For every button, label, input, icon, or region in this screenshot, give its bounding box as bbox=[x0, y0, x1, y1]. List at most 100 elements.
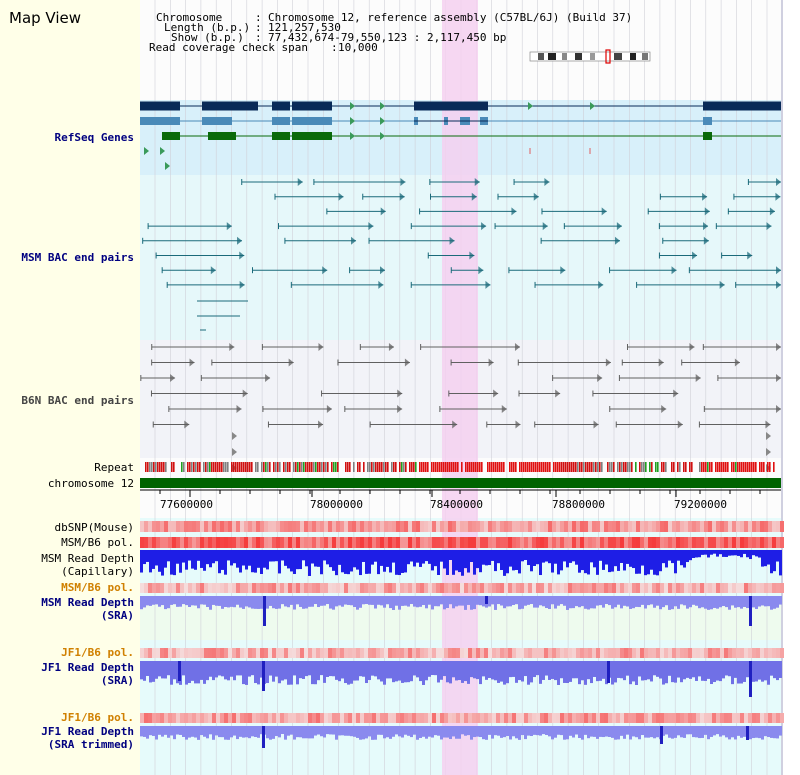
jf1-b6-pol-heat-cell bbox=[304, 648, 308, 658]
jf1-b6-pol-2-heat-cell bbox=[464, 713, 468, 723]
jf1-depth-sra-bar bbox=[665, 661, 668, 684]
msm-depth-capillary-bar bbox=[290, 550, 293, 572]
msm-bac-arrow bbox=[776, 266, 781, 275]
length-value: 121,257,530 bbox=[268, 21, 341, 34]
b6n-bac-arrow bbox=[658, 358, 664, 367]
jf1-depth-sra-bar bbox=[662, 661, 665, 685]
msm-b6-pol-2-heat-cell bbox=[188, 583, 192, 593]
msm-depth-capillary-bar bbox=[599, 550, 602, 561]
repeat-segment bbox=[617, 462, 619, 472]
jf1-depth-sra-bar bbox=[272, 661, 275, 682]
jf1-b6-pol-2-heat-cell bbox=[348, 713, 352, 723]
track-label-refseq[interactable]: RefSeq Genes bbox=[54, 131, 134, 144]
jf1-b6-pol-2-heat-cell bbox=[728, 713, 732, 723]
track-label-b6n-bac[interactable]: B6N BAC end pairs bbox=[21, 394, 134, 407]
jf1-b6-pol-2-heat-cell bbox=[676, 713, 680, 723]
msm-b6-pol-2-heat-cell bbox=[288, 583, 292, 593]
msm-b6-pol-heat-cell bbox=[468, 537, 472, 548]
jf1-depth-trimmed-bar bbox=[299, 726, 302, 738]
msm-depth-sra-bar bbox=[551, 596, 554, 605]
jf1-depth-sra-bar bbox=[659, 661, 662, 679]
msm-depth-sra-bar bbox=[644, 596, 647, 609]
repeat-segment bbox=[751, 462, 753, 472]
track-label-jf1-depth-sra: JF1 Read Depth bbox=[41, 661, 134, 674]
jf1-b6-pol-2-heat-cell bbox=[328, 713, 332, 723]
msm-depth-sra-bar bbox=[611, 596, 614, 609]
jf1-depth-trimmed-bar bbox=[596, 726, 599, 739]
jf1-depth-sra-bar bbox=[407, 661, 410, 683]
dbsnp-heat-cell bbox=[488, 521, 492, 532]
jf1-depth-sra-bar bbox=[509, 661, 512, 678]
repeat-segment bbox=[635, 462, 637, 472]
repeat-segment bbox=[227, 462, 229, 472]
dbsnp-heat-cell bbox=[300, 521, 304, 532]
msm-b6-pol-heat-cell bbox=[244, 537, 248, 548]
msm-b6-pol-heat-cell bbox=[764, 537, 768, 548]
jf1-depth-sra-bar bbox=[473, 661, 476, 679]
msm-depth-sra-bar bbox=[221, 596, 224, 609]
jf1-b6-pol-heat-cell bbox=[412, 648, 416, 658]
msm-b6-pol-2-heat-cell bbox=[628, 583, 632, 593]
jf1-depth-trimmed-bar bbox=[476, 726, 479, 737]
dbsnp-heat-cell bbox=[468, 521, 472, 532]
jf1-depth-trimmed-bar bbox=[152, 726, 155, 736]
msm-depth-capillary-bar bbox=[569, 550, 572, 563]
track-label-msm-bac[interactable]: MSM BAC end pairs bbox=[21, 251, 134, 264]
msm-b6-pol-heat-cell bbox=[264, 537, 268, 548]
msm-depth-sra-bar bbox=[491, 596, 494, 605]
jf1-depth-sra-bar bbox=[395, 661, 398, 682]
msm-b6-pol-heat-cell bbox=[476, 537, 480, 548]
msm-depth-sra-bar bbox=[407, 596, 410, 607]
jf1-b6-pol-2-heat-cell bbox=[316, 713, 320, 723]
repeat-segment bbox=[579, 462, 581, 472]
b6n-bac-arrow bbox=[593, 420, 599, 429]
jf1-depth-trimmed-bar bbox=[674, 726, 677, 738]
jf1-b6-pol-heat-cell bbox=[476, 648, 480, 658]
jf1-depth-trimmed-bar bbox=[614, 726, 617, 740]
jf1-depth-trimmed-bar bbox=[221, 726, 224, 738]
dbsnp-heat-cell bbox=[276, 521, 280, 532]
msm-b6-pol-2-heat-cell bbox=[348, 583, 352, 593]
msm-b6-pol-2-heat-cell bbox=[420, 583, 424, 593]
msm-depth-sra-bar bbox=[311, 596, 314, 607]
msm-depth-sra-bar bbox=[722, 596, 725, 607]
repeat-segment bbox=[423, 462, 425, 472]
refseq-gene-exon bbox=[292, 132, 332, 140]
jf1-b6-pol-2-heat-cell bbox=[356, 713, 360, 723]
jf1-depth-sra-bar bbox=[683, 661, 686, 680]
msm-b6-pol-2-heat-cell bbox=[672, 583, 676, 593]
msm-b6-pol-2-heat-cell bbox=[296, 583, 300, 593]
ideogram-band bbox=[590, 53, 595, 60]
msm-depth-sra-bar bbox=[197, 596, 200, 609]
jf1-depth-trimmed-bar bbox=[284, 726, 287, 740]
show-label: Show (b.p.) bbox=[171, 31, 244, 44]
msm-depth-sra-bar bbox=[539, 596, 542, 606]
jf1-depth-trimmed-bar bbox=[566, 726, 569, 740]
jf1-b6-pol-2-heat-cell bbox=[588, 713, 592, 723]
msm-b6-pol-heat-cell bbox=[528, 537, 532, 548]
msm-depth-capillary-bar bbox=[545, 550, 548, 562]
jf1-depth-trimmed-bar bbox=[548, 726, 551, 737]
track-label-msm-b6-pol: MSM/B6 pol. bbox=[61, 536, 134, 549]
dbsnp-heat-cell bbox=[504, 521, 508, 532]
repeat-segment bbox=[499, 462, 501, 472]
msm-depth-sra-bar bbox=[590, 596, 593, 609]
msm-b6-pol-2-heat-cell bbox=[720, 583, 724, 593]
msm-depth-sra-bar bbox=[260, 596, 263, 609]
repeat-segment bbox=[395, 462, 397, 472]
msm-depth-capillary-bar bbox=[425, 550, 428, 562]
msm-depth-sra-bar bbox=[182, 596, 185, 605]
jf1-depth-trimmed-bar bbox=[473, 726, 476, 738]
msm-depth-capillary-bar bbox=[671, 550, 674, 564]
msm-depth-capillary-bar bbox=[755, 550, 758, 557]
msm-depth-capillary-bar bbox=[698, 550, 701, 558]
dbsnp-heat-cell bbox=[728, 521, 732, 532]
repeat-segment bbox=[699, 462, 701, 472]
jf1-depth-sra-bar bbox=[200, 661, 203, 680]
msm-depth-sra-bar bbox=[176, 596, 179, 607]
jf1-b6-pol-2-heat-cell bbox=[408, 713, 412, 723]
msm-depth-sra-bar bbox=[242, 596, 245, 609]
repeat-segment bbox=[589, 462, 591, 472]
repeat-segment bbox=[187, 462, 189, 472]
